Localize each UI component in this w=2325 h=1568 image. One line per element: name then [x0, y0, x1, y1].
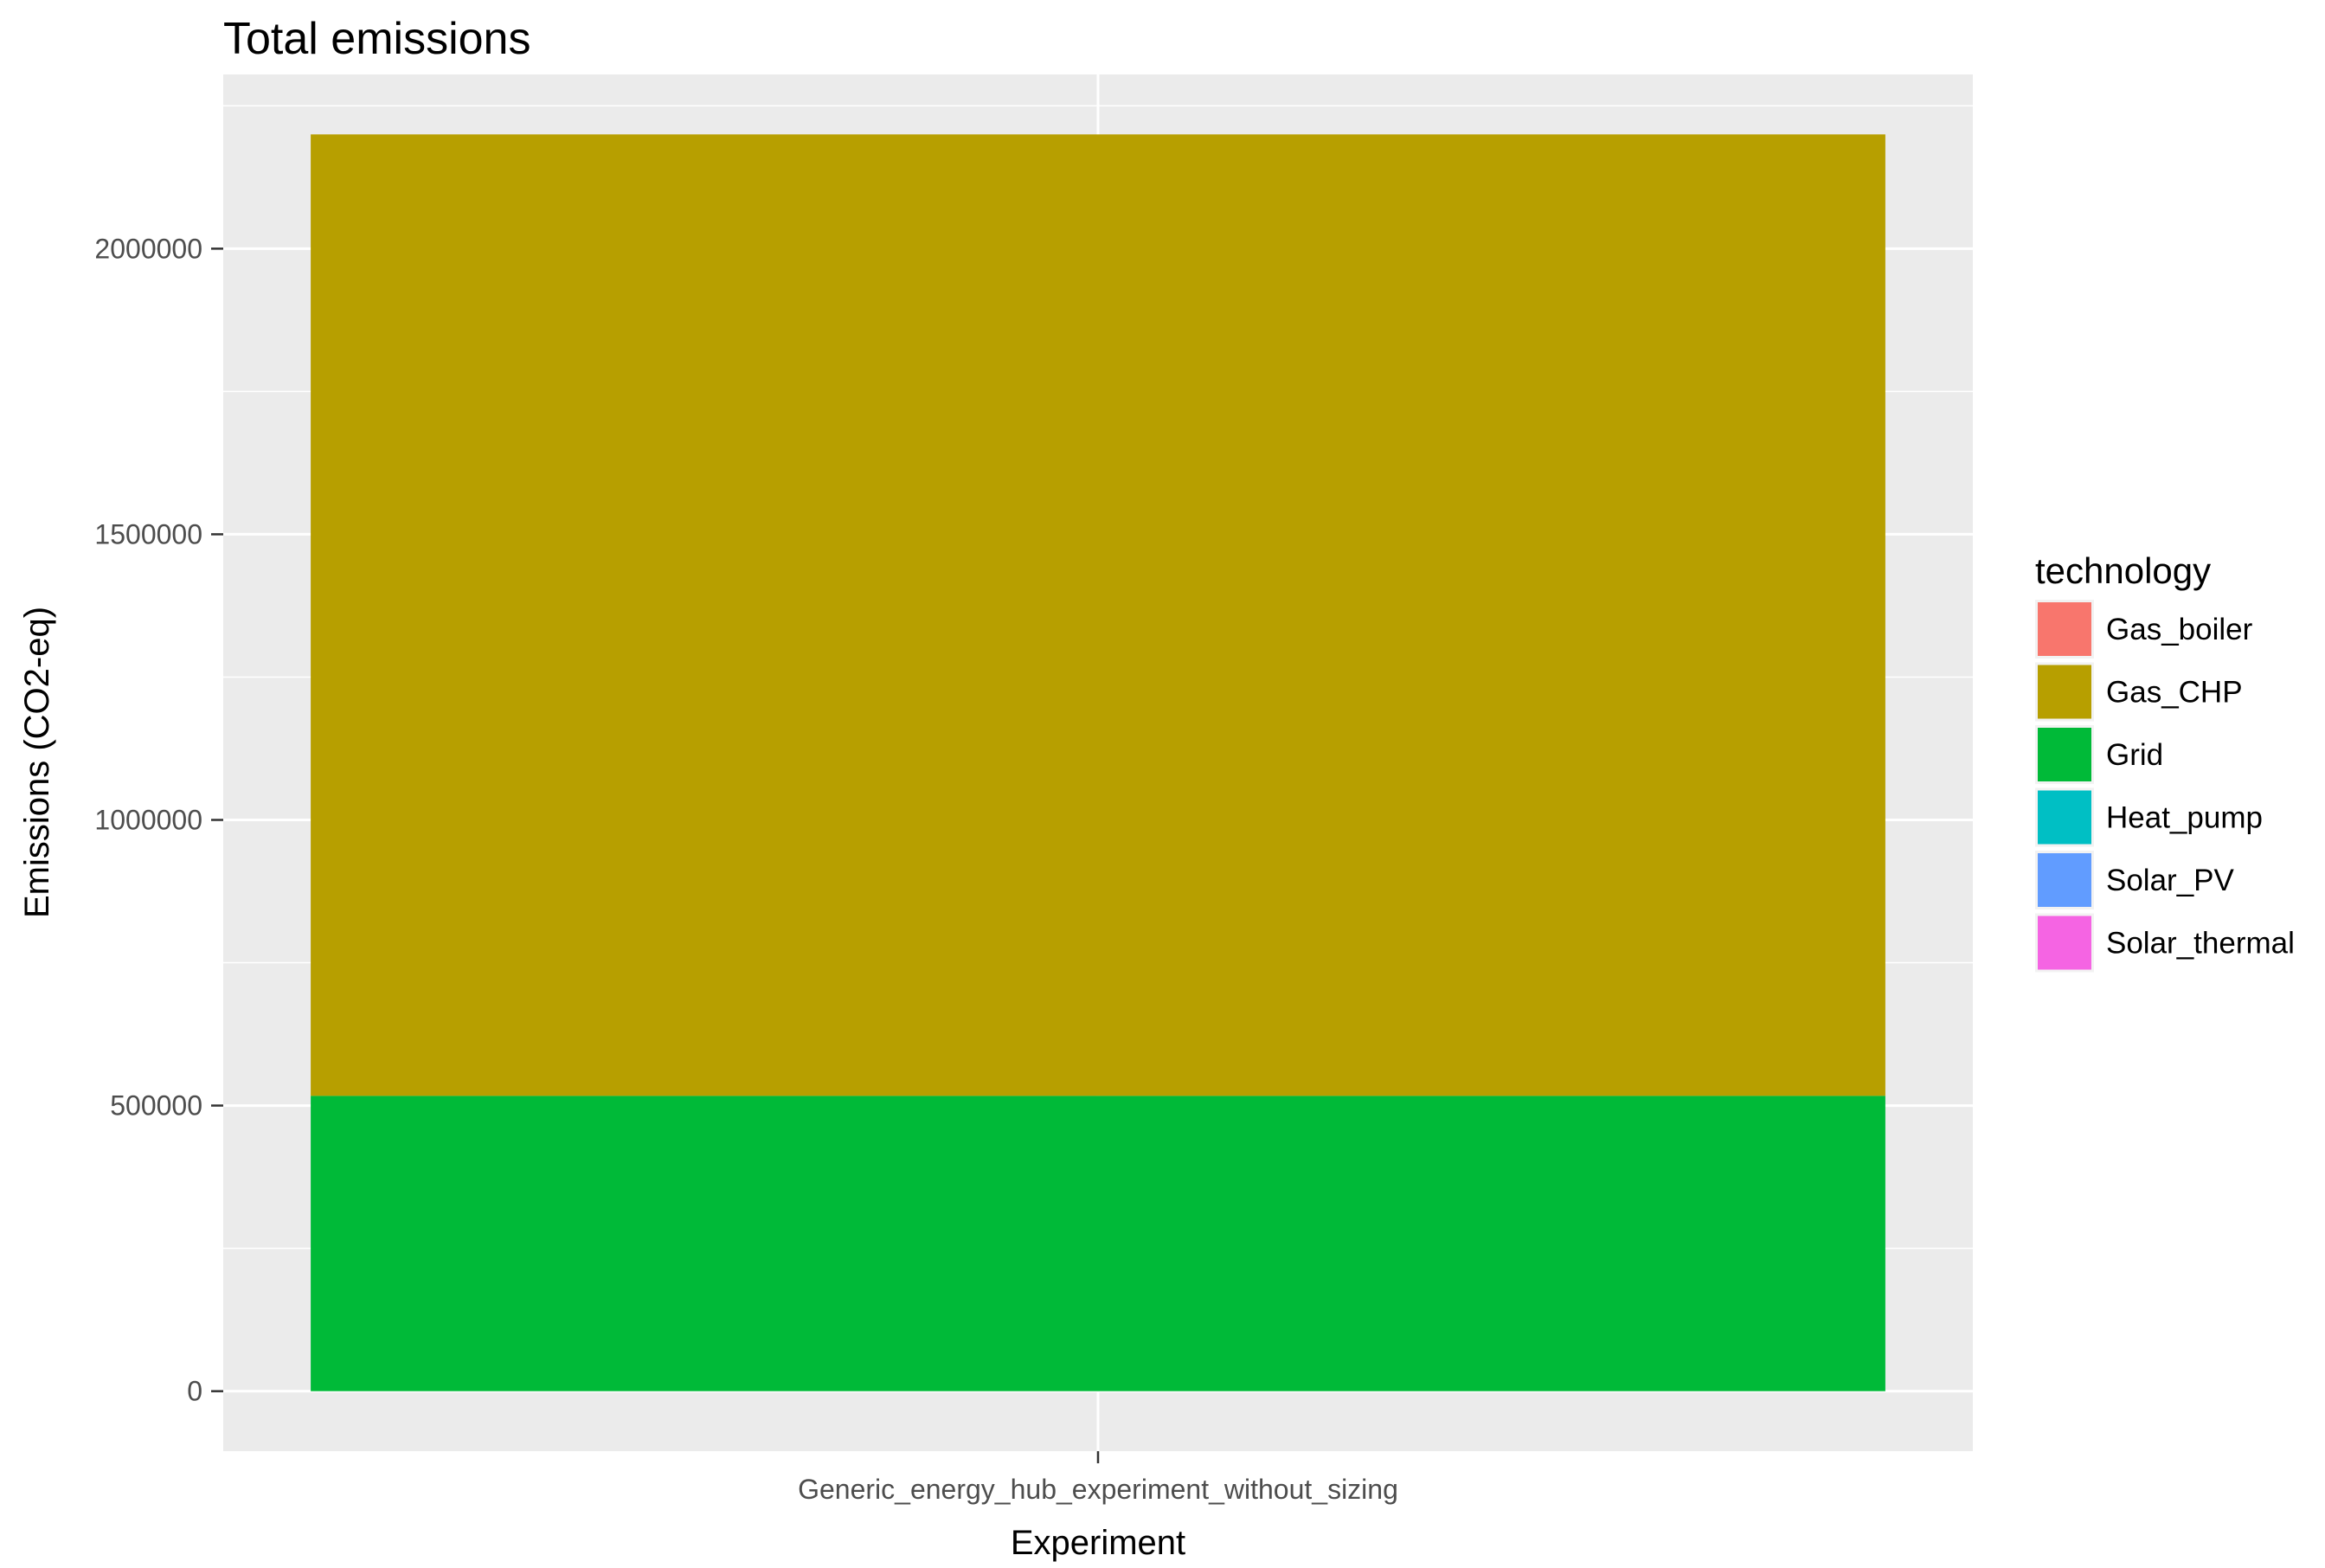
legend-label: Gas_CHP: [2106, 676, 2243, 710]
legend-title: technology: [2035, 550, 2211, 591]
y-axis: 0 500000 1000000 1500000 2000000: [94, 233, 223, 1407]
legend: technology Gas_boiler Gas_CHP Grid Heat_pum…: [2035, 550, 2295, 973]
legend-key-gas-boiler: [2038, 602, 2091, 656]
legend-key-gas-chp: [2038, 665, 2091, 719]
y-axis-title: Emissions (CO2-eq): [18, 607, 56, 918]
y-tick-label: 1000000: [94, 805, 202, 836]
bar-stack: [311, 134, 1885, 1391]
legend-key-solar-pv: [2038, 853, 2091, 907]
x-axis-title: Experiment: [1011, 1524, 1185, 1562]
y-tick-label: 1500000: [94, 518, 202, 549]
legend-label: Solar_PV: [2106, 864, 2235, 897]
legend-label: Solar_thermal: [2106, 927, 2295, 961]
bar-gas-chp: [311, 134, 1885, 1096]
x-axis: Generic_energy_hub_experiment_without_si…: [798, 1451, 1398, 1505]
y-tick-label: 2000000: [94, 233, 202, 264]
legend-key-solar-thermal: [2038, 916, 2091, 970]
legend-label: Grid: [2106, 738, 2163, 772]
legend-key-heat-pump: [2038, 790, 2091, 845]
bar-grid: [311, 1096, 1885, 1391]
y-tick-label: 0: [187, 1376, 202, 1407]
chart-title: Total emissions: [223, 14, 530, 64]
legend-key-grid: [2038, 728, 2091, 781]
legend-label: Gas_boiler: [2106, 613, 2253, 646]
x-tick-label: Generic_energy_hub_experiment_without_si…: [798, 1474, 1398, 1505]
legend-label: Heat_pump: [2106, 801, 2263, 835]
y-tick-label: 500000: [110, 1090, 202, 1121]
